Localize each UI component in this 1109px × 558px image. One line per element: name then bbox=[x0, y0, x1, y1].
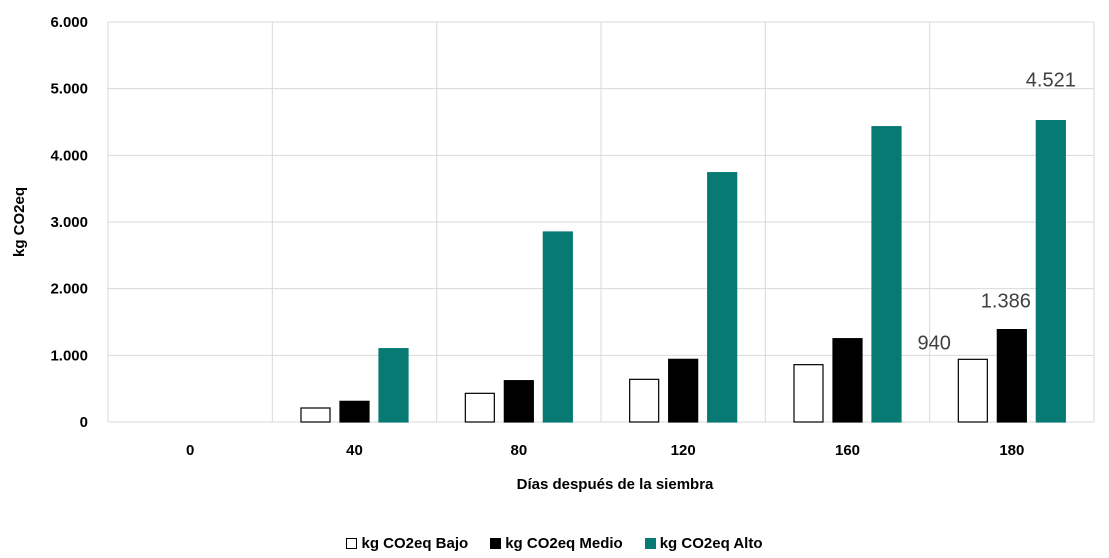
legend: kg CO2eq Bajo kg CO2eq Medio kg CO2eq Alto bbox=[0, 535, 1109, 552]
y-tick-label: 3.000 bbox=[50, 214, 88, 231]
gridlines bbox=[107, 21, 1095, 423]
x-axis-title: Días después de la siembra bbox=[517, 476, 714, 493]
y-axis-title: kg CO2eq bbox=[11, 187, 28, 257]
y-tick-label: 4.000 bbox=[50, 147, 88, 164]
bar-kg-co2eq-medio bbox=[996, 329, 1027, 423]
y-tick-labels: 0 1.000 2.000 3.000 4.000 5.000 6.000 bbox=[50, 14, 88, 431]
bar-kg-co2eq-alto bbox=[707, 172, 738, 423]
bar-kg-co2eq-alto bbox=[871, 126, 902, 423]
x-tick-label: 160 bbox=[835, 442, 860, 459]
bar-kg-co2eq-medio bbox=[503, 380, 534, 423]
y-tick-label: 2.000 bbox=[50, 281, 88, 298]
bar-chart: 0 1.000 2.000 3.000 4.000 5.000 6.000 0 40 80 120… bbox=[11, 14, 1095, 493]
bar-kg-co2eq-bajo bbox=[300, 407, 331, 423]
x-tick-label: 120 bbox=[671, 442, 696, 459]
data-label: 940 bbox=[917, 332, 950, 354]
bar-kg-co2eq-alto bbox=[542, 231, 573, 423]
bar-kg-co2eq-medio bbox=[668, 358, 699, 423]
bar-kg-co2eq-bajo bbox=[464, 392, 495, 423]
legend-swatch bbox=[644, 538, 656, 549]
bar-kg-co2eq-bajo bbox=[957, 358, 988, 423]
bar-series bbox=[300, 119, 1066, 423]
y-tick-label: 5.000 bbox=[50, 81, 88, 98]
legend-label: kg CO2eq Bajo bbox=[361, 535, 469, 552]
bar-kg-co2eq-medio bbox=[339, 400, 370, 423]
y-tick-label: 1.000 bbox=[50, 347, 88, 364]
data-label: 4.521 bbox=[1026, 70, 1076, 92]
x-tick-labels: 0 40 80 120 160 180 bbox=[186, 442, 1024, 459]
legend-label: kg CO2eq Alto bbox=[659, 535, 763, 552]
data-labels: 940 1.386 4.521 bbox=[917, 70, 1075, 355]
x-tick-label: 80 bbox=[510, 442, 527, 459]
y-tick-label: 0 bbox=[80, 414, 88, 431]
bar-kg-co2eq-medio bbox=[832, 338, 863, 423]
bar-kg-co2eq-alto bbox=[378, 348, 409, 423]
legend-swatch bbox=[346, 538, 358, 549]
bar-kg-co2eq-bajo bbox=[629, 378, 660, 423]
bar-kg-co2eq-alto bbox=[1035, 119, 1066, 423]
y-tick-label: 6.000 bbox=[50, 14, 88, 31]
x-tick-label: 0 bbox=[186, 442, 194, 459]
data-label: 1.386 bbox=[981, 291, 1031, 313]
legend-label: kg CO2eq Medio bbox=[505, 535, 623, 552]
x-tick-label: 40 bbox=[346, 442, 363, 459]
legend-item: kg CO2eq Medio bbox=[490, 535, 623, 552]
x-tick-label: 180 bbox=[999, 442, 1024, 459]
legend-item: kg CO2eq Bajo bbox=[346, 535, 468, 552]
legend-item: kg CO2eq Alto bbox=[644, 535, 763, 552]
bar-kg-co2eq-bajo bbox=[793, 364, 824, 423]
legend-swatch bbox=[490, 538, 502, 549]
